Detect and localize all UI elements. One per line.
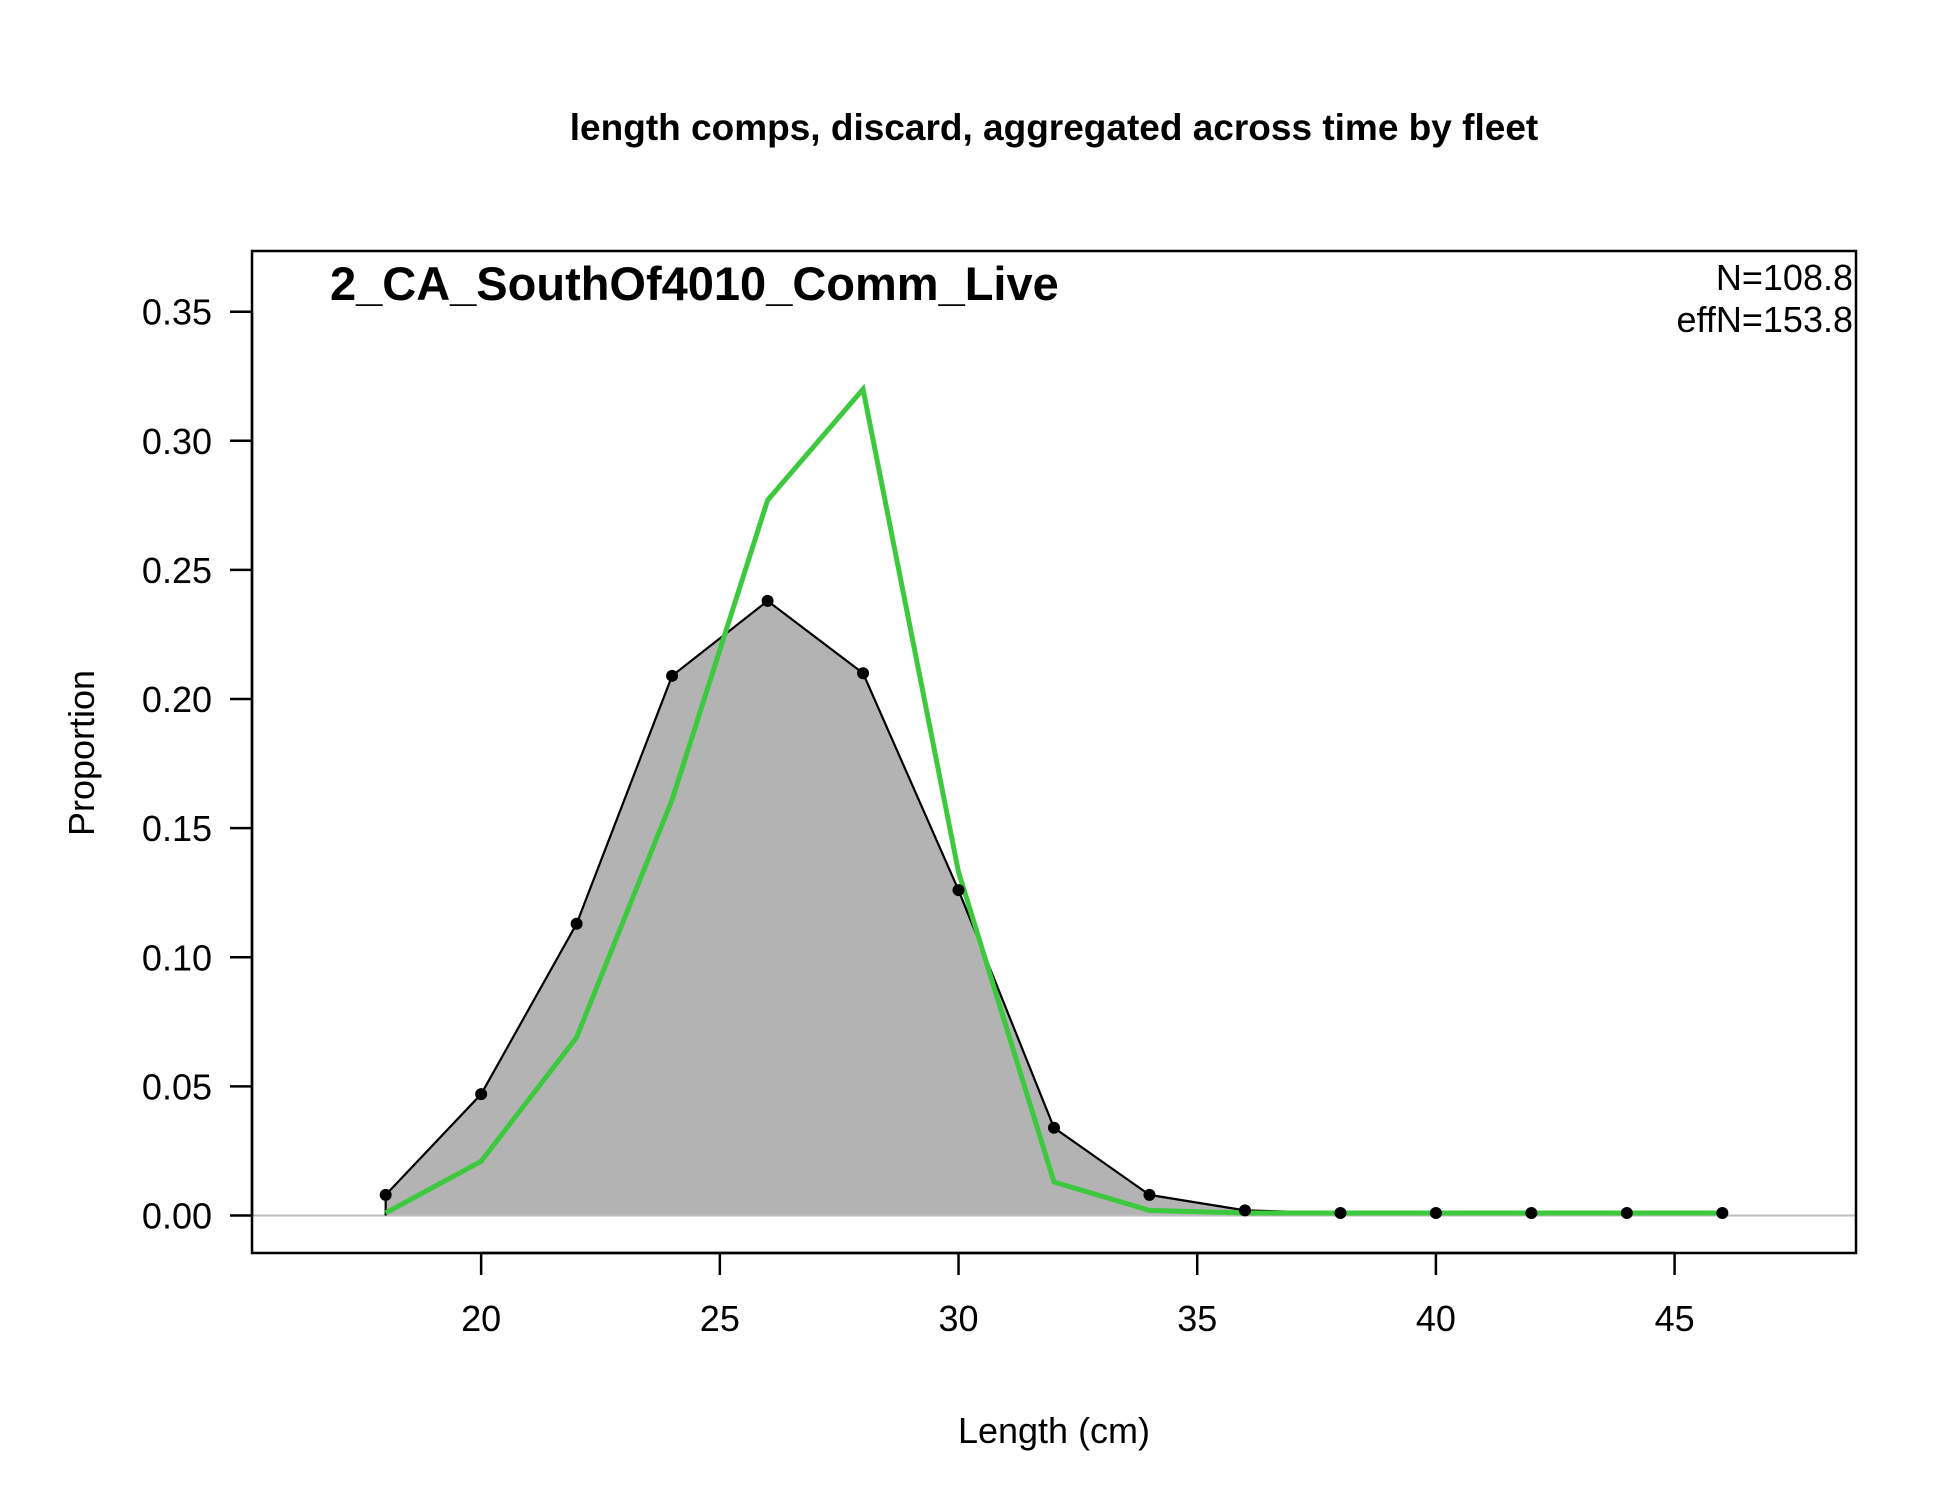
effective-sample-size-label: effN=153.8	[1677, 299, 1853, 340]
observed-point	[1048, 1121, 1060, 1134]
observed-point	[857, 667, 870, 680]
x-axis-label: Length (cm)	[958, 1410, 1150, 1451]
panel-label: 2_CA_SouthOf4010_Comm_Live	[330, 257, 1059, 310]
x-tick-label: 40	[1416, 1298, 1456, 1339]
observed-point	[379, 1188, 392, 1201]
y-tick-label: 0.10	[142, 937, 212, 978]
x-tick-label: 45	[1655, 1298, 1695, 1339]
observed-point	[1716, 1206, 1729, 1219]
observed-point	[1238, 1204, 1251, 1217]
x-tick-label: 30	[939, 1298, 979, 1339]
y-tick-label: 0.25	[142, 550, 212, 591]
observed-area	[385, 600, 1723, 1216]
observed-point	[761, 594, 774, 607]
expected-line	[384, 383, 1723, 1216]
plot-area	[252, 383, 1856, 1219]
y-axis: 0.00 0.05 0.10 0.15 0.20 0.25 0.30 0.35	[142, 292, 254, 1237]
y-tick-label: 0.15	[142, 808, 212, 849]
chart-title: length comps, discard, aggregated across…	[570, 107, 1538, 148]
sample-size-label: N=108.8	[1716, 257, 1853, 298]
observed-point	[1620, 1206, 1633, 1219]
y-tick-label: 0.35	[142, 292, 212, 333]
y-tick-label: 0.20	[142, 679, 212, 720]
observed-point	[952, 884, 965, 897]
observed-point	[1334, 1206, 1347, 1219]
x-tick-label: 20	[461, 1298, 501, 1339]
observed-point	[1143, 1188, 1156, 1201]
observed-point	[1525, 1206, 1538, 1219]
observed-point	[666, 669, 679, 682]
x-tick-label: 25	[700, 1298, 740, 1339]
observed-point	[475, 1088, 488, 1101]
y-tick-label: 0.05	[142, 1066, 212, 1107]
y-tick-label: 0.00	[142, 1196, 212, 1237]
observed-point	[570, 917, 583, 930]
y-tick-label: 0.30	[142, 421, 212, 462]
x-axis: 20 25 30 35 40 45	[461, 1251, 1695, 1339]
y-axis-label: Proportion	[61, 670, 102, 836]
observed-point	[1429, 1206, 1442, 1219]
x-tick-label: 35	[1177, 1298, 1217, 1339]
